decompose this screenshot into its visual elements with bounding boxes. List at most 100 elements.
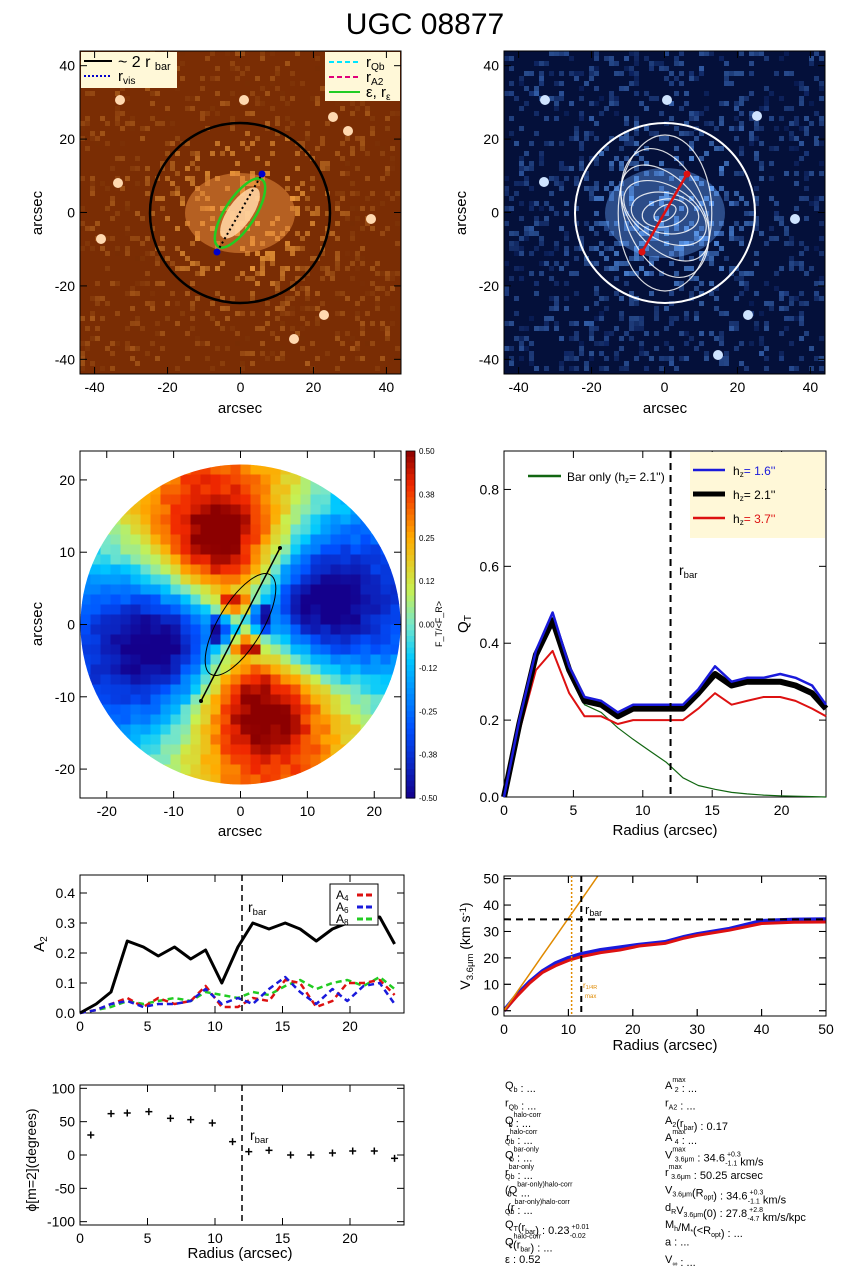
image-pixel	[514, 231, 519, 236]
ratio-cell	[190, 694, 201, 705]
image-pixel	[305, 121, 310, 126]
image-pixel	[804, 171, 809, 176]
ratio-cell	[370, 624, 381, 635]
legend-left-box	[81, 52, 177, 88]
image-pixel	[215, 76, 220, 81]
image-pixel	[614, 251, 619, 256]
image-pixel	[754, 121, 759, 126]
image-pixel	[714, 191, 719, 196]
ratio-cell	[260, 564, 271, 575]
image-pixel	[594, 161, 599, 166]
image-pixel	[729, 326, 734, 331]
ratio-cell	[270, 604, 281, 615]
ratio-cell	[290, 764, 301, 775]
image-pixel	[729, 201, 734, 206]
image-pixel	[390, 161, 395, 166]
image-pixel	[574, 271, 579, 276]
ratio-cell	[380, 664, 391, 675]
ratio-cell	[110, 684, 121, 695]
image-pixel	[574, 321, 579, 326]
image-pixel	[594, 231, 599, 236]
image-pixel	[734, 346, 739, 351]
ratio-cell	[150, 504, 161, 515]
image-pixel	[220, 101, 225, 106]
image-pixel	[390, 271, 395, 276]
image-pixel	[689, 256, 694, 261]
ratio-cell	[340, 644, 351, 655]
image-pixel	[265, 251, 270, 256]
y-tick-label: -20	[55, 761, 75, 777]
image-pixel	[90, 181, 95, 186]
image-pixel	[524, 231, 529, 236]
image-pixel	[644, 106, 649, 111]
image-pixel	[559, 361, 564, 366]
ratio-cell	[90, 604, 101, 615]
image-pixel	[280, 276, 285, 281]
image-pixel	[529, 186, 534, 191]
ratio-cell	[320, 594, 331, 605]
image-pixel	[549, 276, 554, 281]
ratio-cell	[170, 674, 181, 685]
ratio-cell	[390, 644, 401, 655]
image-pixel	[564, 246, 569, 251]
image-pixel	[594, 181, 599, 186]
image-pixel	[639, 266, 644, 271]
image-pixel	[270, 256, 275, 261]
image-pixel	[574, 256, 579, 261]
ratio-cell	[280, 484, 291, 495]
image-pixel	[85, 241, 90, 246]
image-pixel	[634, 221, 639, 226]
ratio-cell	[380, 534, 391, 545]
image-pixel	[270, 351, 275, 356]
ratio-cell	[370, 694, 381, 705]
image-pixel	[310, 341, 315, 346]
image-pixel	[95, 281, 100, 286]
x-tick-label: 40	[754, 1021, 770, 1037]
ratio-cell	[260, 724, 271, 735]
ratio-cell	[160, 734, 171, 745]
image-pixel	[599, 366, 604, 371]
image-pixel	[669, 261, 674, 266]
image-pixel	[754, 321, 759, 326]
ratio-cell	[210, 564, 221, 575]
ratio-cell	[320, 684, 331, 695]
ratio-cell	[360, 504, 371, 515]
image-pixel	[594, 66, 599, 71]
image-pixel	[350, 221, 355, 226]
image-pixel	[270, 261, 275, 266]
ratio-cell	[160, 554, 171, 565]
image-pixel	[285, 241, 290, 246]
ratio-cell	[100, 624, 111, 635]
image-pixel	[749, 51, 754, 56]
image-pixel	[819, 56, 824, 61]
ratio-cell	[200, 504, 211, 515]
image-pixel	[175, 186, 180, 191]
image-pixel	[375, 296, 380, 301]
image-pixel	[355, 266, 360, 271]
image-pixel	[90, 176, 95, 181]
ratio-cell	[160, 594, 171, 605]
image-pixel	[105, 266, 110, 271]
image-pixel	[594, 211, 599, 216]
ratio-cell	[130, 634, 141, 645]
image-pixel	[604, 296, 609, 301]
image-pixel	[549, 141, 554, 146]
image-pixel	[589, 336, 594, 341]
image-pixel	[564, 251, 569, 256]
ratio-cell	[110, 614, 121, 625]
image-pixel	[509, 276, 514, 281]
image-pixel	[155, 321, 160, 326]
rvis-endpoint	[213, 248, 221, 256]
ratio-cell	[360, 664, 371, 675]
ratio-cell	[310, 574, 321, 585]
image-pixel	[629, 301, 634, 306]
ratio-cell	[320, 534, 331, 545]
image-pixel	[170, 291, 175, 296]
image-pixel	[330, 276, 335, 281]
ratio-cell	[280, 574, 291, 585]
image-pixel	[380, 146, 385, 151]
ratio-cell	[140, 624, 151, 635]
image-pixel	[350, 206, 355, 211]
image-pixel	[370, 116, 375, 121]
